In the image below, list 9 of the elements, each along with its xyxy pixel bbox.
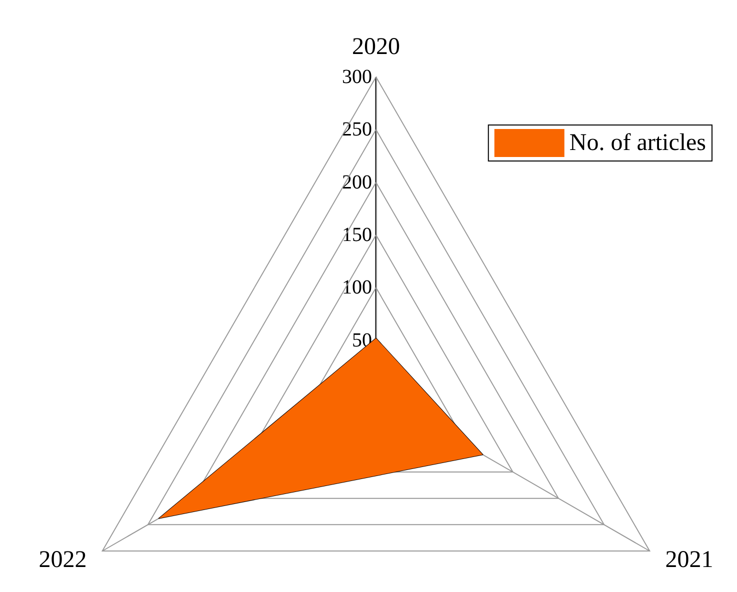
y-tick-label: 150 (342, 224, 372, 246)
y-tick-label: 100 (342, 276, 372, 299)
y-tick-label: 300 (342, 66, 372, 88)
spoke-label: 2021 (665, 547, 714, 573)
spoke-label: 2022 (38, 547, 87, 573)
y-tick-label: 200 (342, 171, 372, 194)
spoke-label: 2020 (352, 34, 400, 60)
y-tick-label: 250 (342, 118, 372, 141)
legend-label: No. of articles (569, 130, 706, 156)
